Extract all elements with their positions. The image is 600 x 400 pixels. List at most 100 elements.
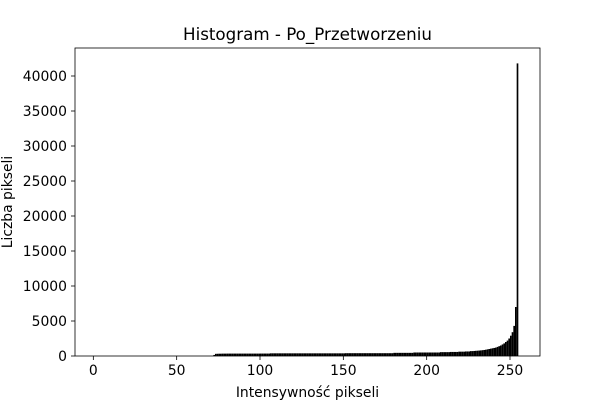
histogram-bar <box>288 353 290 356</box>
histogram-bar <box>426 352 429 356</box>
histogram-bar <box>436 352 439 356</box>
histogram-bar <box>431 352 434 356</box>
histogram-bar <box>348 353 350 356</box>
histogram-bar <box>393 352 395 356</box>
histogram-bar <box>496 346 499 356</box>
x-axis-ticks: 0 50 100 150 200 250 <box>89 356 523 379</box>
histogram-bar <box>230 353 232 356</box>
histogram-bar <box>266 353 269 356</box>
histogram-bar <box>451 351 454 356</box>
histogram-bar <box>481 350 484 356</box>
histogram-bar <box>516 63 519 357</box>
histogram-bar <box>328 353 330 356</box>
histogram-bar <box>320 353 322 356</box>
histogram-bar <box>253 353 255 356</box>
histogram-bar <box>220 353 222 356</box>
histogram-bar <box>433 352 435 356</box>
histogram-bar <box>423 352 425 356</box>
histogram-bar <box>251 353 254 356</box>
histogram-bar <box>326 353 329 356</box>
histogram-bar <box>506 340 509 356</box>
histogram-bar <box>466 351 469 356</box>
histogram-bar <box>491 348 494 356</box>
histogram-bar <box>381 353 384 356</box>
histogram-bar <box>308 353 310 356</box>
histogram-bar <box>331 353 334 356</box>
histogram-bar <box>218 353 220 356</box>
histogram-bar <box>425 352 427 356</box>
y-axis-label: Liczba pikseli <box>0 156 16 249</box>
histogram-bar <box>503 343 505 356</box>
histogram-bar <box>356 353 359 356</box>
histogram-bar <box>338 353 340 356</box>
histogram-bar <box>473 350 475 356</box>
histogram-bar <box>488 349 490 356</box>
histogram-bar <box>485 349 487 356</box>
histogram-bar <box>405 352 407 356</box>
histogram-bar <box>480 350 482 356</box>
histogram-bar <box>285 353 287 356</box>
histogram-bar <box>271 353 274 356</box>
histogram-bar <box>383 353 385 356</box>
histogram-bar <box>301 353 304 356</box>
histogram-bar <box>303 353 305 356</box>
histogram-bar <box>443 352 445 356</box>
x-axis-label: Intensywność pikseli <box>236 385 379 400</box>
y-tick-label: 20000 <box>23 209 67 225</box>
histogram-bar <box>465 351 467 356</box>
histogram-bar <box>440 352 442 356</box>
histogram-bar <box>291 353 294 356</box>
histogram-bar <box>368 353 370 356</box>
histogram-bar <box>231 353 234 356</box>
histogram-bar <box>316 353 319 356</box>
histogram-bar <box>398 352 400 356</box>
histogram-bar <box>430 352 432 356</box>
histogram-bar <box>513 325 515 356</box>
histogram-bar <box>275 353 277 356</box>
histogram-bar <box>238 353 240 356</box>
histogram-bar <box>225 353 227 356</box>
histogram-bar <box>505 342 507 356</box>
histogram-bar <box>403 352 405 356</box>
histogram-bar <box>265 353 267 356</box>
histogram-bar <box>396 352 399 356</box>
histogram-bar <box>463 351 465 356</box>
histogram-bar <box>515 307 517 356</box>
histogram-bar <box>335 353 337 356</box>
histogram-bar <box>438 352 440 356</box>
histogram-bars <box>213 63 519 357</box>
histogram-bar <box>355 353 357 356</box>
histogram-bar <box>386 353 389 356</box>
histogram-bar <box>376 353 379 356</box>
histogram-bar <box>276 353 279 356</box>
histogram-bar <box>408 352 410 356</box>
histogram-bar <box>361 353 364 356</box>
histogram-bar <box>501 344 504 356</box>
histogram-bar <box>400 352 402 356</box>
histogram-bar <box>380 353 382 356</box>
histogram-bar <box>340 353 342 356</box>
histogram-bar <box>223 353 225 356</box>
histogram-bar <box>226 353 229 356</box>
histogram-bar <box>363 353 365 356</box>
x-tick-label: 150 <box>330 363 357 379</box>
histogram-bar <box>495 347 497 356</box>
histogram-bar <box>366 353 369 356</box>
histogram-bar <box>290 353 292 356</box>
histogram-bar <box>458 351 460 356</box>
y-axis-ticks: 0 5000 10000 15000 20000 25000 30000 35000 40000 <box>23 69 75 365</box>
histogram-bar <box>330 353 332 356</box>
histogram-bar <box>360 353 362 356</box>
histogram-bar <box>448 352 450 356</box>
histogram-bar <box>216 353 219 356</box>
histogram-bar <box>418 352 420 356</box>
histogram-bar <box>270 353 272 356</box>
y-tick-label: 25000 <box>23 174 67 190</box>
histogram-bar <box>378 353 380 356</box>
histogram-bar <box>300 353 302 356</box>
histogram-bar <box>235 353 237 356</box>
histogram-bar <box>233 353 235 356</box>
histogram-bar <box>243 353 245 356</box>
histogram-bar <box>508 338 510 356</box>
